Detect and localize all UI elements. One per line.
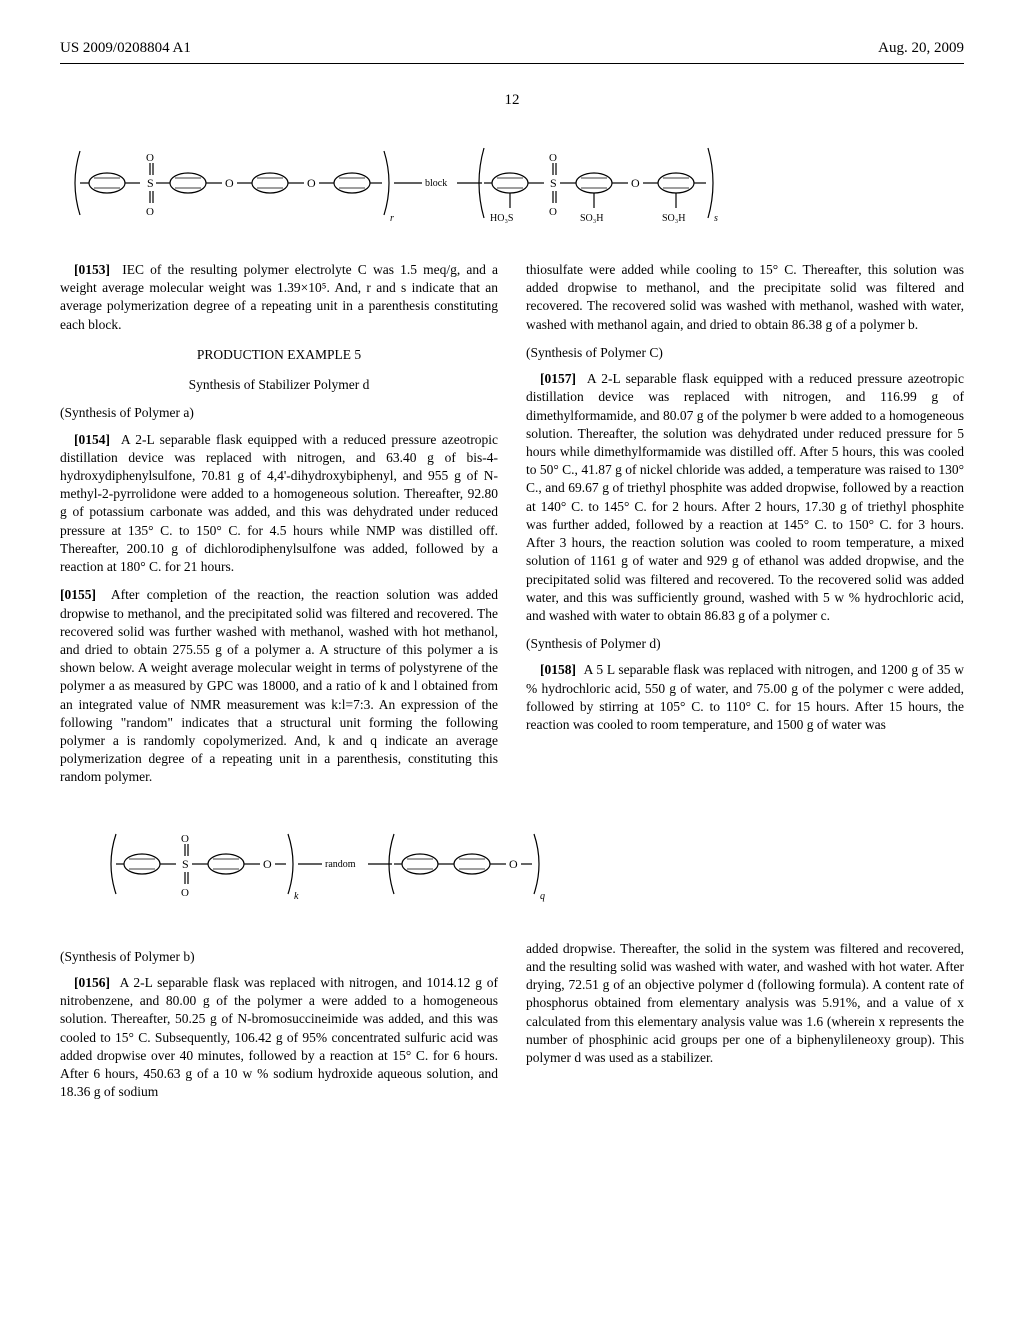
paragraph: [0155] After completion of the reaction,…: [60, 586, 498, 786]
chemical-structure-top: S O O O O r block HO₃S: [60, 133, 964, 233]
chemical-structure-mid: S O O O k random O q: [60, 819, 964, 914]
paragraph: [0153] IEC of the resulting polymer elec…: [60, 261, 498, 334]
publication-date: Aug. 20, 2009: [878, 40, 964, 57]
subsection-label: (Synthesis of Polymer a): [60, 404, 498, 422]
svg-text:O: O: [307, 176, 316, 190]
para-number: [0158]: [540, 662, 576, 677]
para-number: [0157]: [540, 371, 576, 386]
paragraph: [0154] A 2-L separable flask equipped wi…: [60, 431, 498, 577]
right-column: thiosulfate were added while cooling to …: [526, 261, 964, 797]
svg-text:O: O: [146, 152, 154, 164]
svg-text:HO₃S: HO₃S: [490, 213, 514, 224]
paragraph-continuation: thiosulfate were added while cooling to …: [526, 261, 964, 334]
left-column-bottom: (Synthesis of Polymer b) [0156] A 2-L se…: [60, 940, 498, 1112]
para-number: [0153]: [74, 262, 110, 277]
para-number: [0156]: [74, 975, 110, 990]
svg-text:s: s: [714, 213, 718, 224]
para-text: After completion of the reaction, the re…: [60, 587, 498, 784]
section-subtitle: Synthesis of Stabilizer Polymer d: [60, 376, 498, 394]
svg-text:O: O: [631, 176, 640, 190]
right-column-bottom: added dropwise. Thereafter, the solid in…: [526, 940, 964, 1112]
svg-text:k: k: [294, 891, 299, 902]
svg-text:O: O: [181, 887, 189, 899]
paragraph-continuation: added dropwise. Thereafter, the solid in…: [526, 940, 964, 1068]
svg-text:O: O: [181, 833, 189, 845]
svg-text:random: random: [325, 859, 356, 870]
left-column: [0153] IEC of the resulting polymer elec…: [60, 261, 498, 797]
svg-text:O: O: [549, 206, 557, 218]
svg-text:r: r: [390, 213, 394, 224]
header-rule: [60, 63, 964, 64]
svg-text:SO₃H: SO₃H: [580, 213, 604, 224]
svg-text:block: block: [425, 178, 447, 189]
content-columns: [0153] IEC of the resulting polymer elec…: [60, 261, 964, 797]
subsection-label: (Synthesis of Polymer b): [60, 948, 498, 966]
section-title: PRODUCTION EXAMPLE 5: [60, 346, 498, 364]
svg-text:S: S: [550, 176, 557, 190]
paragraph: [0157] A 2-L separable flask equipped wi…: [526, 370, 964, 625]
publication-number: US 2009/0208804 A1: [60, 40, 191, 57]
para-text: A 2-L separable flask equipped with a re…: [60, 432, 498, 575]
para-text: A 2-L separable flask equipped with a re…: [526, 371, 964, 623]
svg-text:q: q: [540, 891, 545, 902]
subsection-label: (Synthesis of Polymer C): [526, 344, 964, 362]
svg-text:S: S: [147, 176, 154, 190]
para-number: [0155]: [60, 587, 96, 602]
svg-text:O: O: [509, 857, 518, 871]
paragraph: [0156] A 2-L separable flask was replace…: [60, 974, 498, 1102]
svg-text:SO₃H: SO₃H: [662, 213, 686, 224]
para-text: A 2-L separable flask was replaced with …: [60, 975, 498, 1099]
svg-text:O: O: [549, 152, 557, 164]
subsection-label: (Synthesis of Polymer d): [526, 635, 964, 653]
page-header: US 2009/0208804 A1 Aug. 20, 2009: [60, 40, 964, 57]
para-text: A 5 L separable flask was replaced with …: [526, 662, 964, 732]
svg-text:O: O: [146, 206, 154, 218]
para-number: [0154]: [74, 432, 110, 447]
paragraph: [0158] A 5 L separable flask was replace…: [526, 661, 964, 734]
svg-text:O: O: [225, 176, 234, 190]
svg-text:S: S: [182, 857, 189, 871]
page-number: 12: [60, 92, 964, 109]
content-columns-bottom: (Synthesis of Polymer b) [0156] A 2-L se…: [60, 940, 964, 1112]
svg-text:O: O: [263, 857, 272, 871]
para-text: IEC of the resulting polymer electrolyte…: [60, 262, 498, 332]
